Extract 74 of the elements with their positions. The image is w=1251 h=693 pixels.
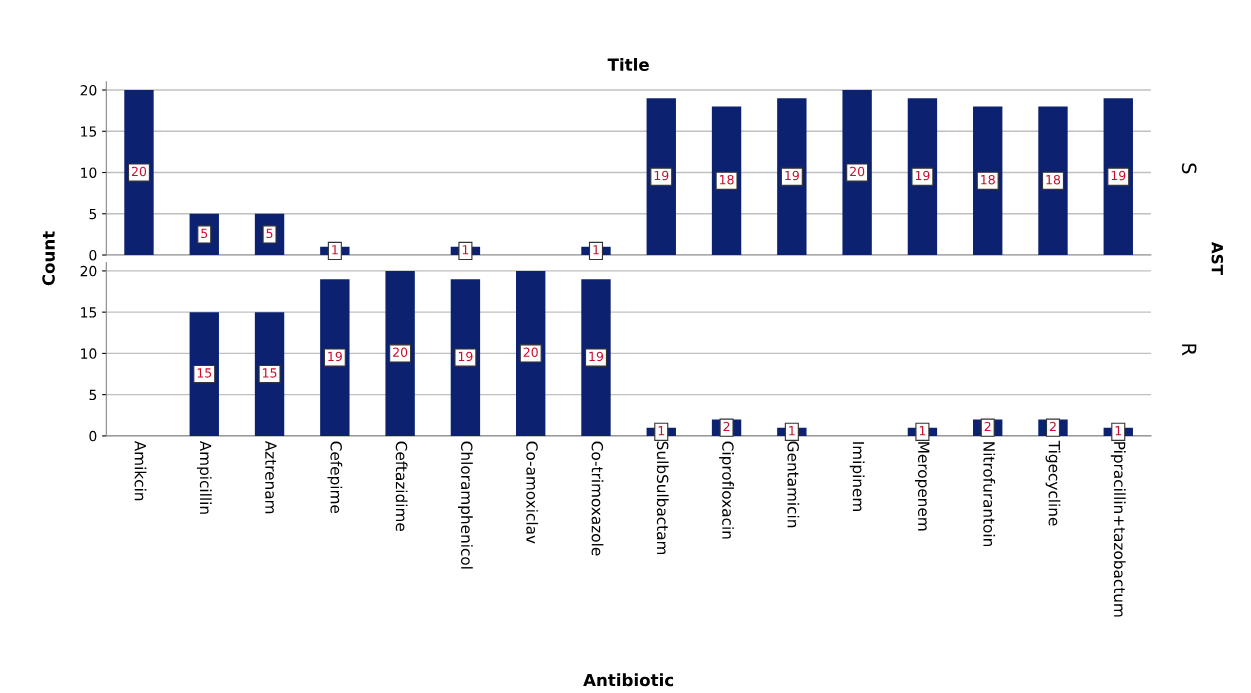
x-axis-title: Antibiotic (583, 673, 674, 687)
data-label: 1 (789, 426, 795, 436)
y-tick-label: 10 (81, 167, 97, 178)
data-label: 15 (197, 368, 212, 378)
bar (320, 279, 350, 436)
data-label: 20 (393, 347, 408, 358)
data-label: 1 (919, 426, 926, 436)
y-tick-label: 10 (81, 348, 97, 359)
x-tick-label: SulbSulbactam (656, 441, 669, 555)
data-label: 18 (719, 174, 734, 185)
bar (646, 98, 676, 256)
bar (516, 270, 546, 436)
data-label: 1 (1115, 426, 1122, 436)
y-axis-title: Count (42, 231, 55, 286)
x-tick-label: Tigecycline (1045, 440, 1061, 526)
data-label: 5 (201, 228, 208, 239)
data-label: 1 (332, 245, 338, 255)
bar (711, 106, 742, 256)
data-label: 19 (785, 170, 799, 181)
data-label: 20 (523, 347, 538, 358)
y-tick-label: 5 (89, 389, 97, 401)
data-label: 1 (462, 245, 469, 255)
data-label: 5 (266, 228, 273, 239)
x-tick-label: Nitrofurantoin (983, 442, 996, 547)
y-tick-label: 5 (89, 208, 97, 220)
text: S (1181, 163, 1197, 174)
data-label: 20 (850, 166, 865, 177)
x-tick-label: Meropenem (915, 442, 930, 531)
data-label: 1 (593, 245, 599, 255)
x-tick-label: Co-amoxiclav (526, 441, 539, 544)
y-tick-label: 0 (89, 249, 97, 261)
y-tick-label: 15 (81, 307, 97, 318)
x-tick-label: Aztrenam (265, 440, 277, 514)
x-tick-label: Gentamicin (787, 441, 800, 528)
data-label: 18 (1046, 174, 1061, 185)
x-tick-label: Cefepime (327, 441, 343, 514)
data-label: 2 (723, 421, 730, 432)
data-label: 19 (328, 351, 342, 362)
x-tick-label: Co-trimoxazole (591, 441, 604, 556)
x-tick-label: Pipracillin+tazobactum (1110, 442, 1126, 617)
bar (842, 90, 872, 256)
bar (385, 270, 415, 436)
text: R (1182, 344, 1197, 356)
bar (124, 90, 154, 256)
x-tick-label: Ampicillin (196, 440, 212, 514)
data-label: 19 (654, 170, 669, 181)
y-tick-label: 15 (81, 126, 97, 137)
x-tick-label: Imipinem (849, 442, 865, 511)
data-label: 2 (1049, 421, 1056, 432)
x-tick-label: Amikcin (134, 440, 147, 501)
bar (1038, 106, 1068, 256)
text: AST (1211, 241, 1224, 276)
data-label: 19 (915, 170, 930, 181)
bar (907, 98, 938, 256)
bar (450, 279, 481, 436)
bar (777, 98, 807, 256)
x-tick-label: Ciprofloxacin (719, 441, 734, 539)
bar (973, 106, 1003, 256)
x-tick-label: Chloramphenicol (458, 441, 473, 569)
data-label: 19 (589, 351, 604, 362)
bar (581, 279, 611, 436)
x-tick-label: Ceftazidime (395, 441, 408, 531)
y-tick-label: 0 (89, 430, 97, 442)
data-label: 1 (658, 426, 665, 436)
data-label: 2 (984, 421, 991, 432)
data-label: 19 (458, 351, 473, 362)
y-tick-label: 20 (80, 84, 97, 96)
data-label: 20 (131, 166, 147, 177)
chart-title: Title (607, 58, 649, 71)
data-label: 19 (1111, 170, 1126, 181)
y-tick-label: 20 (80, 265, 97, 277)
bar (1103, 98, 1133, 256)
data-label: 18 (981, 174, 995, 185)
data-label: 15 (262, 368, 277, 378)
